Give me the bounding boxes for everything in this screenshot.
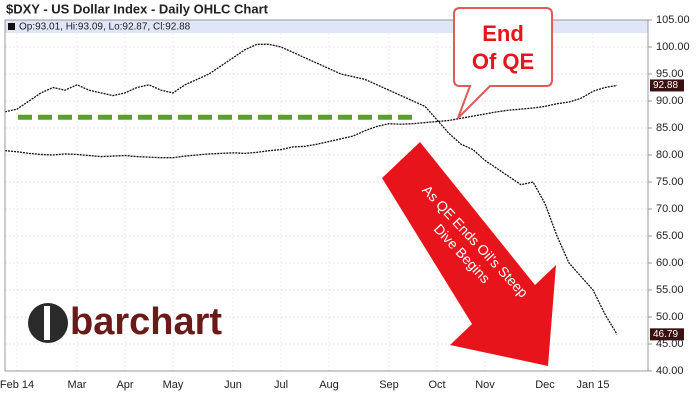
y-tick-label: 60.00 [656,257,684,269]
y-tick-label: 55.00 [656,284,684,296]
last-value-label: 46.79 [653,329,678,340]
series-line [4,43,618,335]
arrow [382,142,556,366]
callout [453,7,553,119]
x-tick-label: Oct [428,379,445,391]
x-tick-label: Jan 15 [576,379,609,391]
logo-text: barchart [70,301,222,343]
x-tick-label: Aug [319,379,339,391]
y-tick-label: 90.00 [656,95,684,107]
series-line [4,84,618,159]
x-tick-label: Feb 14 [0,379,34,391]
x-tick-label: Jul [274,379,288,391]
x-tick-label: May [163,379,184,391]
y-tick-label: 85.00 [656,122,684,134]
y-tick-label: 75.00 [656,176,684,188]
last-value-label: 92.88 [653,80,678,91]
x-tick-label: Jun [224,379,242,391]
y-tick-label: 105.00 [656,14,690,26]
y-tick-label: 50.00 [656,311,684,323]
chart-subtitle: Op:93.01, Hi:93.09, Lo:92.87, Cl:92.88 [19,22,191,33]
chart-title: $DXY - US Dollar Index - Daily OHLC Char… [6,1,269,16]
x-tick-label: Dec [535,379,555,391]
y-tick-label: 45.00 [656,338,684,350]
callout-text: Of QE [472,49,534,74]
x-tick-label: Nov [475,379,495,391]
x-tick-label: Mar [68,379,87,391]
x-tick-label: Sep [379,379,399,391]
y-tick-label: 70.00 [656,203,684,215]
y-tick-label: 40.00 [656,365,684,377]
logo-icon-bar [44,306,50,340]
x-tick-label: Apr [116,379,133,391]
y-tick-label: 65.00 [656,230,684,242]
last-value-box [650,328,684,341]
y-tick-label: 95.00 [656,68,684,80]
last-value-box [650,79,684,92]
callout-text: End [482,21,524,46]
y-tick-label: 80.00 [656,149,684,161]
plot-frame [4,19,649,372]
y-tick-label: 100.00 [656,41,690,53]
legend-swatch [8,23,15,30]
